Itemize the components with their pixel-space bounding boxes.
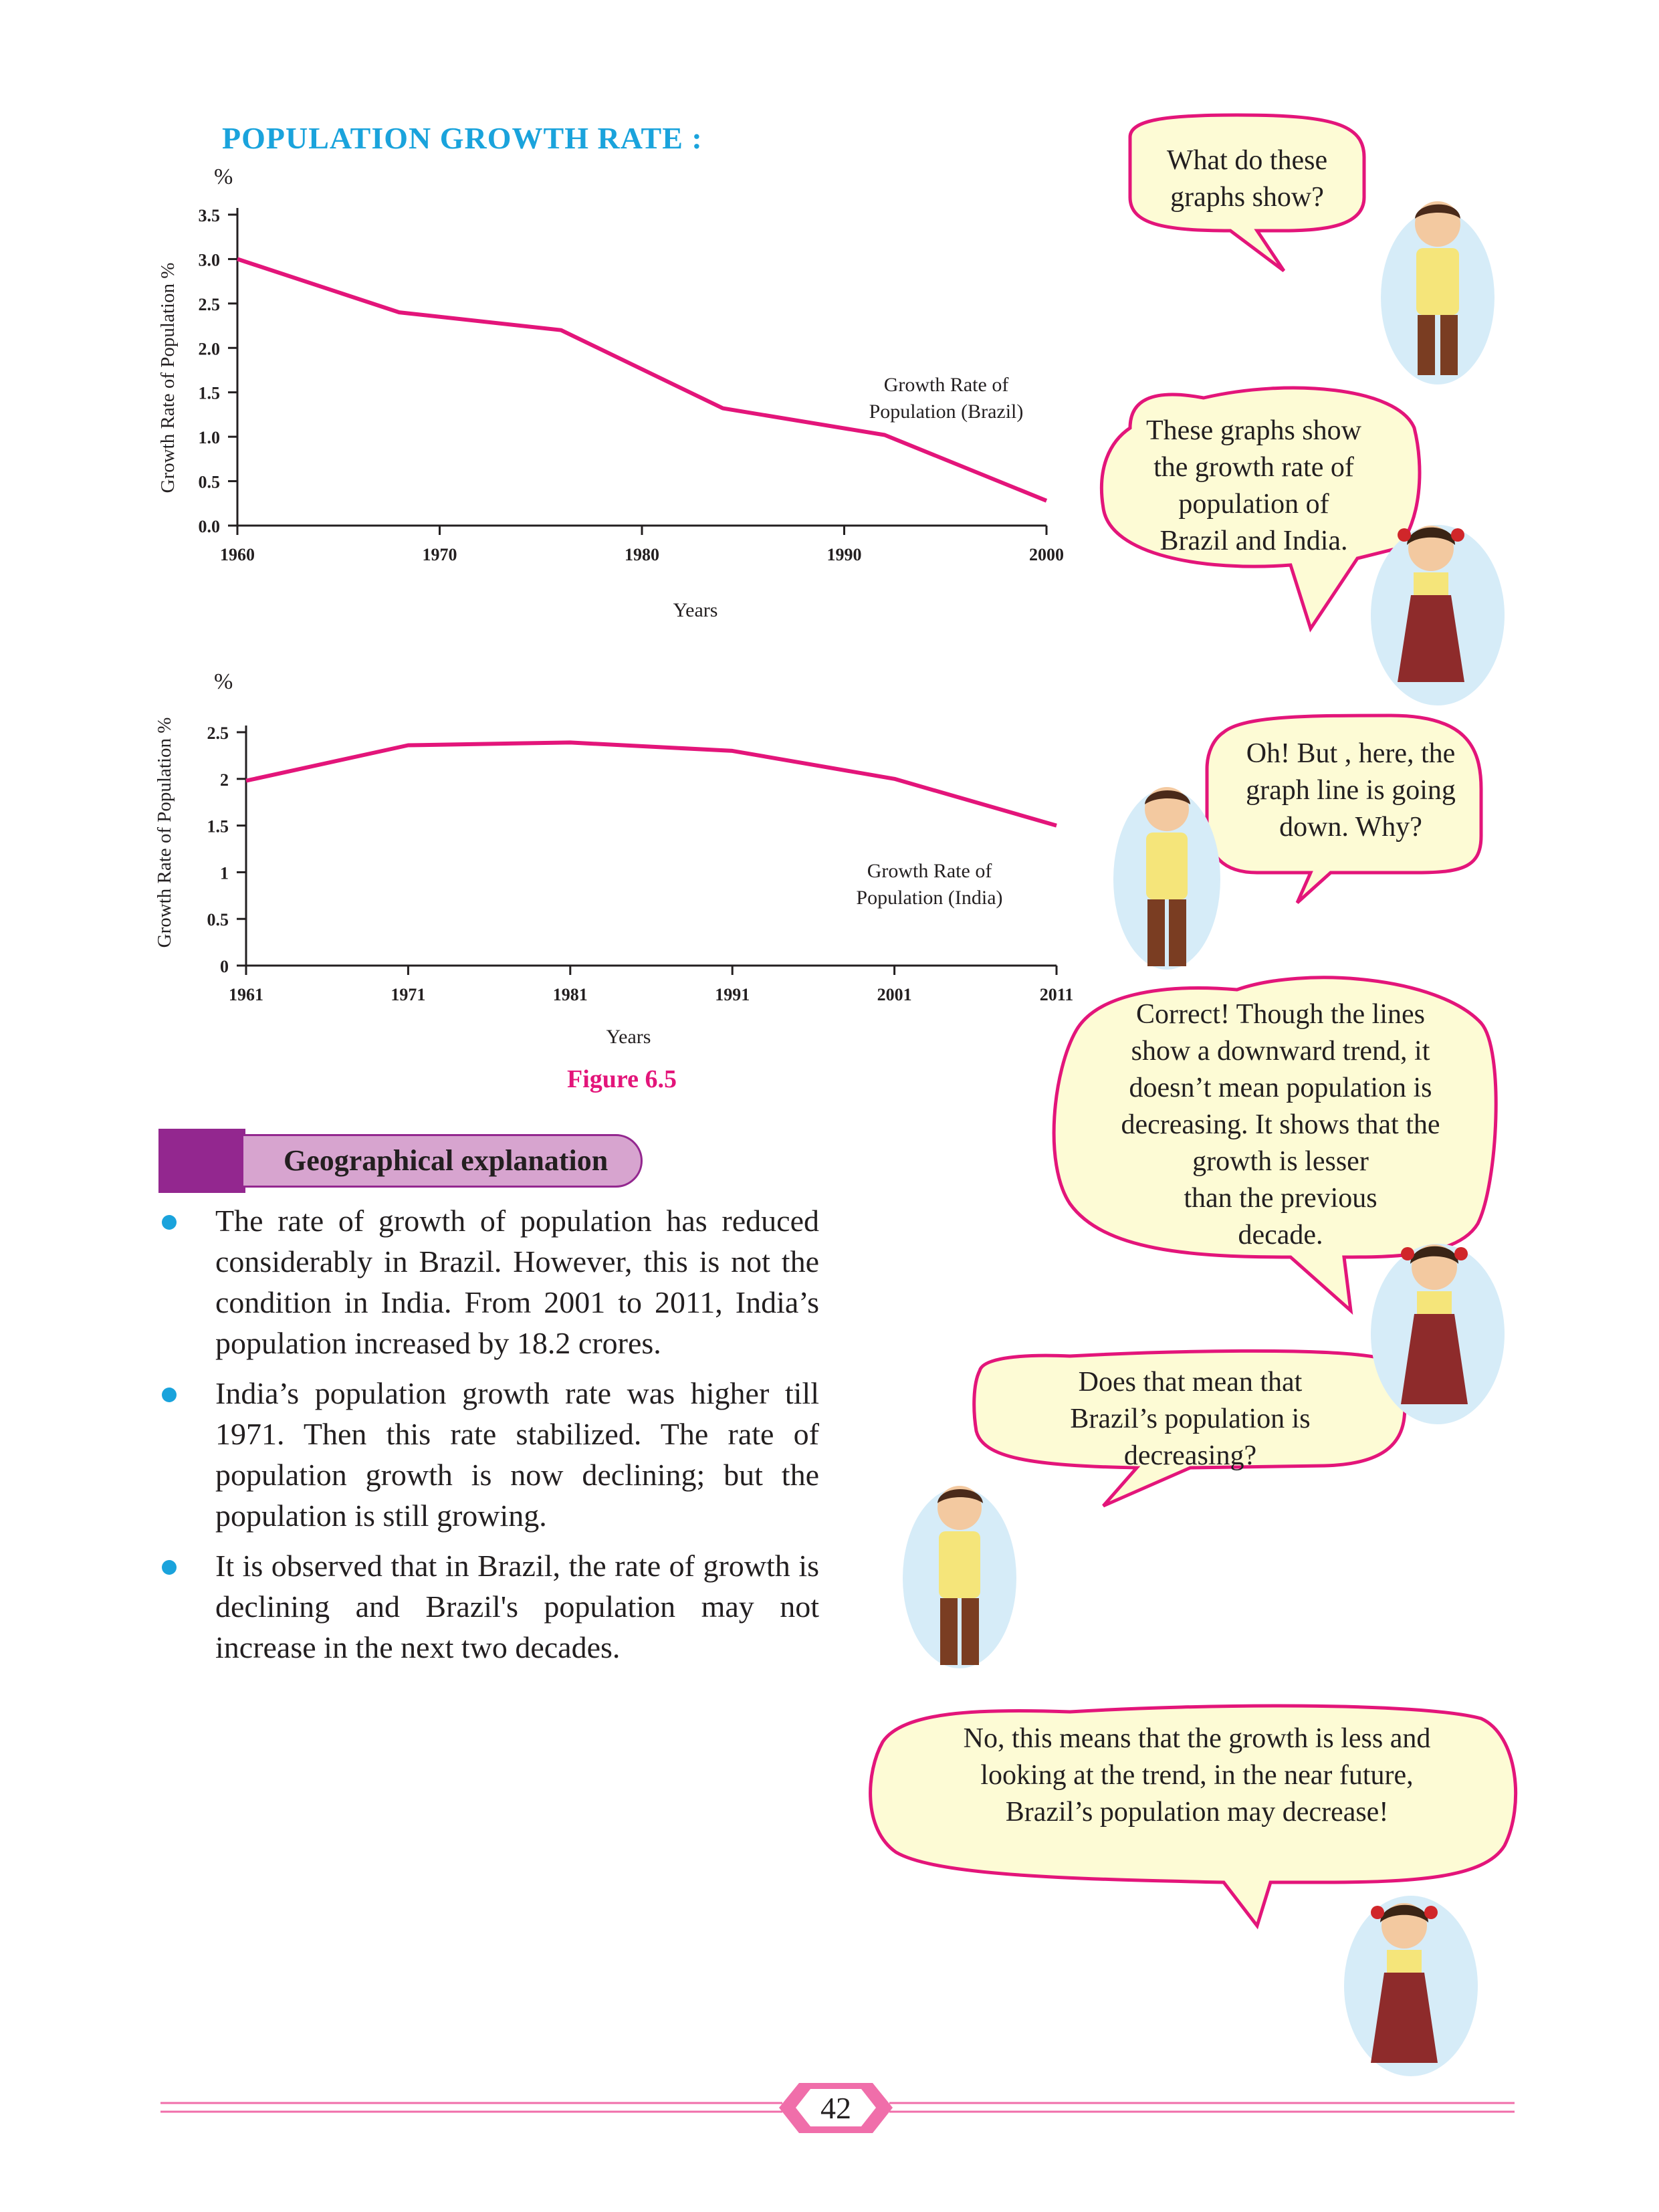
chart-india-x-tick-label: 1971: [391, 985, 425, 1004]
bullet-dot-icon: [162, 1215, 177, 1230]
chart-india-annotation-line-2: Population (India): [856, 887, 1002, 909]
chart-india-x-tick-label: 1991: [715, 985, 750, 1004]
chart-brazil-y-tick-label: 0.5: [199, 473, 221, 492]
chart-brazil-y-tick-label: 2.0: [199, 339, 221, 358]
chart-india-y-tick-label: 1: [220, 863, 229, 883]
speech-bubble-2: [1099, 386, 1422, 633]
girl-character-illustration: [1344, 1896, 1478, 2076]
chart-india-ylabel: Growth Rate of Population %: [154, 717, 175, 948]
geo-header-label: Geographical explanation: [241, 1134, 643, 1188]
chart-brazil-x-tick-label: 1980: [625, 545, 659, 564]
chart-india-x-tick-label: 2001: [877, 985, 912, 1004]
chart-brazil-annotation-line-2: Population (Brazil): [869, 401, 1024, 423]
bullet-dot-icon: [162, 1388, 177, 1402]
chart-brazil-x-tick-label: 1990: [827, 545, 862, 564]
chart-india-xlabel: Years: [606, 1026, 651, 1048]
chart-brazil-x-tick-label: 1960: [220, 545, 255, 564]
chart-brazil-y-tick-label: 0.0: [199, 517, 221, 536]
chart-india-annotation-line-1: Growth Rate of: [867, 860, 992, 882]
chart-brazil-y-tick-label: 3.5: [199, 206, 221, 225]
chart-india-y-tick-label: 0: [220, 957, 229, 976]
chart-india-y-tick-label: 2.5: [207, 724, 229, 743]
figure-caption: Figure 6.5: [567, 1065, 677, 1093]
speech-bubble-5: [972, 1349, 1407, 1508]
chart-india-x-tick-label: 1961: [229, 985, 263, 1004]
chart-india-x-tick-label: 2011: [1040, 985, 1074, 1004]
chart-brazil-y-tick-label: 3.0: [199, 250, 221, 269]
chart-brazil-unit: %: [214, 164, 233, 189]
bubble-4-text: Correct! Though the lines show a downwar…: [1121, 999, 1440, 1250]
speech-bubble-6: [869, 1704, 1518, 1930]
footer-ornament: 42: [160, 2083, 1515, 2133]
bubble-3-text: Oh! But , here, the graph line is going …: [1246, 738, 1456, 843]
chart-brazil-ylabel: Growth Rate of Population %: [157, 263, 179, 493]
girl-character-illustration: [1371, 525, 1505, 705]
geo-header-block: [158, 1129, 245, 1193]
bullet-list: The rate of growth of population has red…: [160, 1200, 819, 1677]
bubble-5-text: Does that mean that Brazil’s population …: [1070, 1367, 1311, 1471]
page-number: 42: [820, 2091, 851, 2125]
chart-brazil-xlabel: Years: [673, 599, 718, 621]
list-item: It is observed that in Brazil, the rate …: [160, 1545, 819, 1668]
bubble-1-text: What do these graphs show?: [1166, 145, 1328, 213]
chart-brazil-series-line: [237, 257, 1048, 503]
chart-india-y-tick-label: 1.5: [207, 817, 229, 837]
bullet-dot-icon: [162, 1560, 177, 1575]
geo-explanation-header: Geographical explanation: [158, 1129, 647, 1193]
boy-character-illustration: [903, 1486, 1016, 1668]
chart-brazil-x-tick-label: 1970: [423, 545, 457, 564]
girl-character-illustration: [1371, 1244, 1505, 1424]
bubble-6-text: No, this means that the growth is less a…: [963, 1723, 1431, 1828]
chart-brazil-x-tick-label: 2000: [1029, 545, 1064, 564]
chart-brazil-y-tick-label: 1.0: [199, 428, 221, 447]
boy-character-illustration: [1381, 201, 1495, 384]
speech-bubble-1: [1128, 113, 1366, 272]
chart-india: % Growth Rate of Population % 0 0.5 1 1.5 2 2…: [154, 669, 1074, 1048]
list-item: India’s population growth rate was highe…: [160, 1373, 819, 1536]
chart-brazil-y-tick-label: 2.5: [199, 295, 221, 314]
chart-india-y-tick-label: 2: [220, 770, 229, 790]
page-title: POPULATION GROWTH RATE :: [222, 121, 703, 155]
bubble-2-text: These graphs show the growth rate of pop…: [1146, 415, 1361, 556]
chart-india-unit: %: [214, 669, 233, 694]
list-item: The rate of growth of population has red…: [160, 1200, 819, 1363]
chart-brazil-y-tick-label: 1.5: [199, 384, 221, 403]
speech-bubble-4: [1052, 976, 1498, 1315]
chart-india-series-line: [245, 740, 1057, 828]
boy-character-illustration: [1113, 787, 1220, 970]
chart-brazil: % Growth Rate of Population % 0.0 0.5 1.0 1…: [157, 164, 1064, 621]
chart-brazil-annotation-line-1: Growth Rate of: [884, 374, 1009, 396]
chart-india-x-tick-label: 1981: [553, 985, 588, 1004]
chart-india-y-tick-label: 0.5: [207, 910, 229, 929]
